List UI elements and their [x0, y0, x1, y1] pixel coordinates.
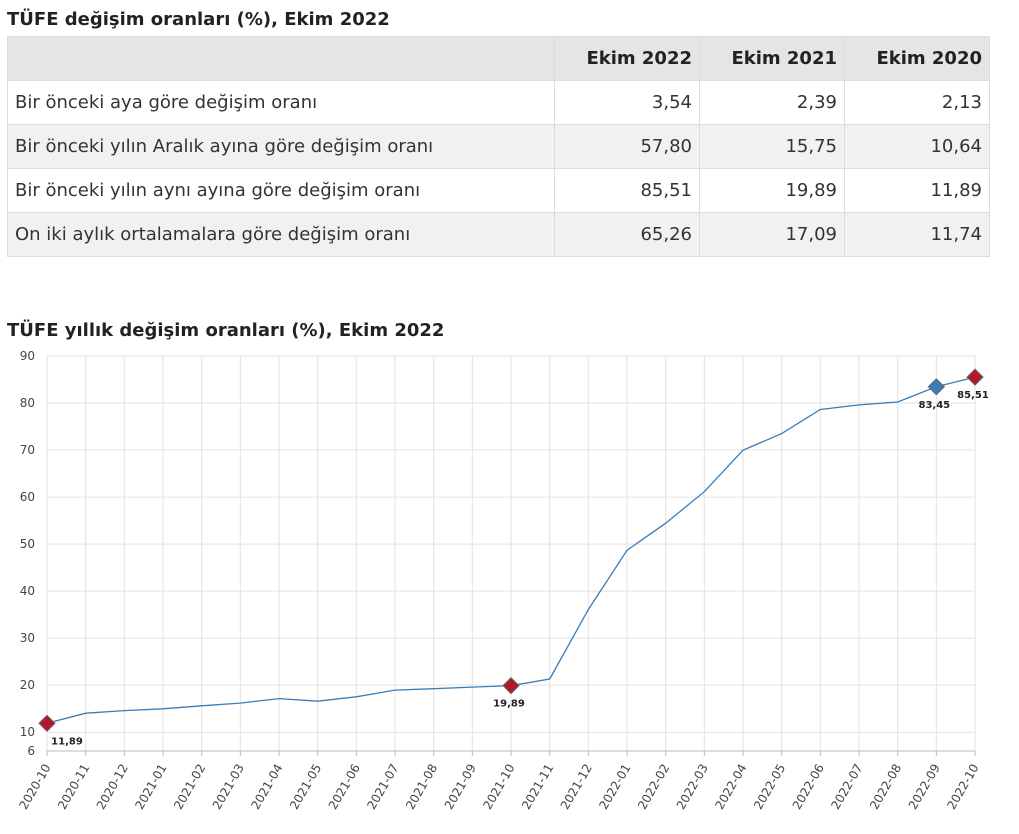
table-header-ekim-2021: Ekim 2021	[699, 36, 845, 81]
x-tick-label: 2021-11	[519, 762, 556, 812]
cell-value: 2,13	[844, 80, 990, 125]
x-tick-label: 2022-09	[906, 762, 943, 812]
data-point-marker	[927, 378, 946, 396]
row-label: Bir önceki yılın aynı ayına göre değişim…	[7, 168, 555, 213]
y-tick-label: 6	[27, 744, 35, 758]
table-row: On iki aylık ortalamalara göre değişim o…	[7, 212, 990, 257]
x-tick-label: 2022-08	[867, 762, 904, 812]
y-tick-label: 70	[20, 443, 35, 457]
cell-value: 19,89	[699, 168, 845, 213]
table-header-ekim-2022: Ekim 2022	[554, 36, 700, 81]
x-tick-label: 2021-10	[480, 762, 517, 812]
x-tick-label: 2022-05	[751, 762, 788, 812]
cell-value: 11,89	[844, 168, 990, 213]
table-header-row: Ekim 2022 Ekim 2021 Ekim 2020	[7, 36, 990, 81]
y-tick-label: 60	[20, 490, 35, 504]
line-chart: 6 10 20 30 40 50 60 70 80 90 2020-10 2020-11 2020-12…	[16, 349, 989, 812]
table-row: Bir önceki aya göre değişim oranı 3,54 2…	[7, 80, 990, 125]
data-label: 83,45	[919, 400, 951, 411]
x-tick-label: 2021-04	[248, 762, 285, 812]
chart-grid	[46, 355, 976, 752]
table-header-ekim-2020: Ekim 2020	[844, 36, 990, 81]
y-tick-label: 30	[20, 631, 35, 645]
chart-markers: 11,89 19,89 83,45 85,51	[38, 368, 989, 747]
row-label: On iki aylık ortalamalara göre değişim o…	[7, 212, 555, 257]
y-tick-label: 10	[20, 725, 35, 739]
table-row: Bir önceki yılın Aralık ayına göre değiş…	[7, 124, 990, 169]
x-tick-label: 2022-01	[596, 762, 633, 812]
y-tick-label: 90	[20, 349, 35, 363]
x-tick-label: 2021-02	[171, 762, 208, 812]
x-tick-label: 2020-11	[55, 762, 92, 812]
cell-value: 10,64	[844, 124, 990, 169]
cell-value: 3,54	[554, 80, 700, 125]
data-point-marker	[38, 714, 56, 733]
x-tick-label: 2021-12	[558, 762, 595, 812]
cell-value: 57,80	[554, 124, 700, 169]
inflation-table: Ekim 2022 Ekim 2021 Ekim 2020 Bir önceki…	[7, 36, 990, 257]
y-tick-label: 40	[20, 584, 35, 598]
y-tick-label: 50	[20, 537, 35, 551]
x-tick-label: 2021-09	[442, 762, 479, 812]
cell-value: 65,26	[554, 212, 700, 257]
data-label: 11,89	[51, 736, 83, 747]
x-tick-label: 2021-01	[132, 762, 169, 812]
cell-value: 2,39	[699, 80, 845, 125]
x-tick-label: 2022-02	[635, 762, 672, 812]
chart-axes: 6 10 20 30 40 50 60 70 80 90 2020-10 2020-11 2020-12…	[16, 349, 981, 812]
x-tick-label: 2021-05	[287, 762, 324, 812]
x-tick-label: 2021-06	[326, 762, 363, 812]
table-title: TÜFE değişim oranları (%), Ekim 2022	[7, 9, 390, 30]
x-tick-label: 2022-04	[712, 762, 749, 812]
data-point-marker	[966, 368, 984, 386]
row-label: Bir önceki yılın Aralık ayına göre değiş…	[7, 124, 555, 169]
x-tick-label: 2022-06	[790, 762, 827, 812]
x-tick-label: 2020-12	[94, 762, 131, 812]
data-label: 85,51	[957, 390, 989, 401]
data-point-marker	[502, 676, 520, 695]
table-row: Bir önceki yılın aynı ayına göre değişim…	[7, 168, 990, 213]
cell-value: 11,74	[844, 212, 990, 257]
row-label: Bir önceki aya göre değişim oranı	[7, 80, 555, 125]
chart-title: TÜFE yıllık değişim oranları (%), Ekim 2…	[7, 320, 445, 341]
cell-value: 85,51	[554, 168, 700, 213]
x-tick-label: 2021-03	[210, 762, 247, 812]
y-tick-label: 80	[20, 396, 35, 410]
x-tick-label: 2022-07	[828, 762, 865, 812]
table-header-empty	[7, 36, 555, 81]
y-tick-label: 20	[20, 678, 35, 692]
x-tick-label: 2021-07	[364, 762, 401, 812]
x-tick-label: 2020-10	[16, 762, 53, 812]
data-label: 19,89	[493, 699, 525, 710]
cell-value: 17,09	[699, 212, 845, 257]
x-tick-label: 2022-10	[944, 762, 981, 812]
cell-value: 15,75	[699, 124, 845, 169]
x-tick-label: 2021-08	[403, 762, 440, 812]
x-tick-label: 2022-03	[674, 762, 711, 812]
